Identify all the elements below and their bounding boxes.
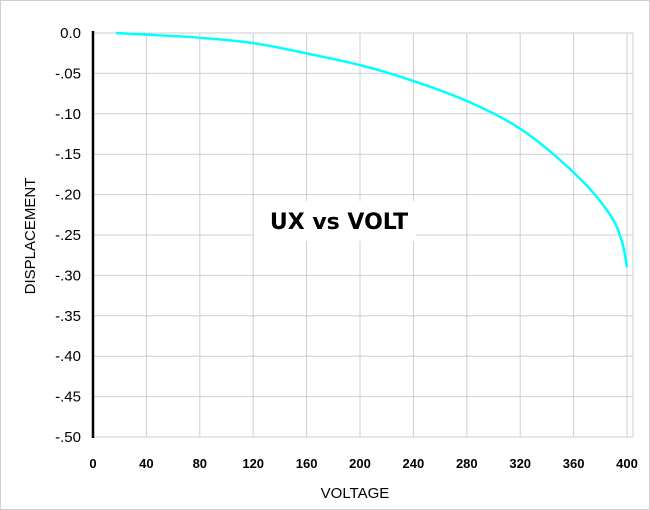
x-tick-label: 200 xyxy=(349,456,371,471)
x-tick-label: 320 xyxy=(509,456,531,471)
series-line xyxy=(115,31,629,268)
y-tick-label: -.20 xyxy=(55,187,81,204)
y-tick-label: -.50 xyxy=(55,429,81,446)
y-tick-label: -.30 xyxy=(55,267,81,284)
x-tick-label: 280 xyxy=(456,456,478,471)
chart-title: UX vs VOLT xyxy=(270,210,408,235)
x-axis-label: VOLTAGE xyxy=(321,485,390,502)
y-tick-label: -.25 xyxy=(55,227,81,244)
x-tick-labels: 0 40 80 120 160 200 240 280 320 360 400 xyxy=(89,456,637,471)
title-background xyxy=(254,201,416,241)
y-tick-label: -.10 xyxy=(55,106,81,123)
y-tick-label: -.35 xyxy=(55,308,81,325)
x-tick-label: 240 xyxy=(403,456,425,471)
x-tick-label: 0 xyxy=(89,456,96,471)
y-tick-labels: 0.0 -.05 -.10 -.15 -.20 -.25 -.30 -.35 -.40 -.45 -… xyxy=(55,25,81,446)
y-tick-label: 0.0 xyxy=(60,25,81,42)
x-tick-label: 40 xyxy=(139,456,153,471)
y-tick-label: -.05 xyxy=(55,65,81,82)
x-tick-label: 120 xyxy=(242,456,264,471)
y-tick-label: -.45 xyxy=(55,389,81,406)
x-tick-label: 360 xyxy=(563,456,585,471)
x-tick-label: 160 xyxy=(296,456,318,471)
x-tick-label: 400 xyxy=(616,456,638,471)
x-tick-label: 80 xyxy=(193,456,207,471)
y-tick-label: -.40 xyxy=(55,348,81,365)
y-tick-label: -.15 xyxy=(55,146,81,163)
y-axis-label: DISPLACEMENT xyxy=(22,178,39,295)
